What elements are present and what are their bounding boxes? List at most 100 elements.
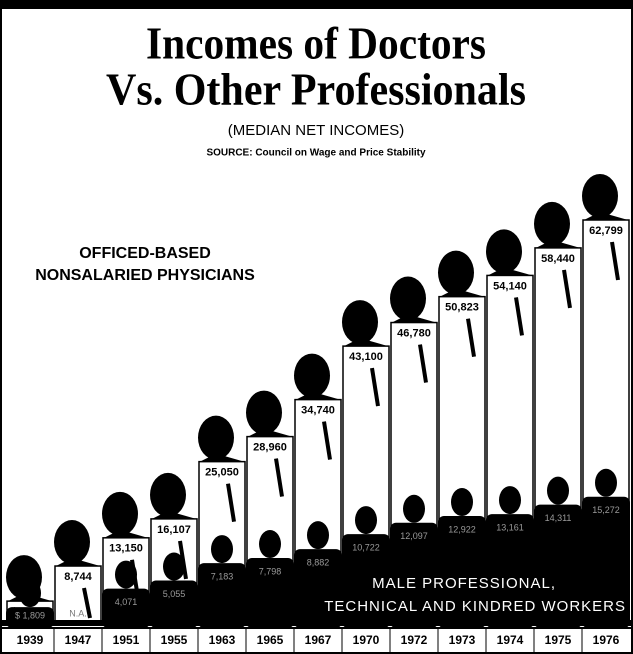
worker-head [595,468,617,497]
value-label: 62,799 [589,225,623,237]
doctor-head [102,491,138,536]
tie [82,587,92,619]
doctor-shoulder [440,288,484,297]
doctor-shoulder [104,529,148,538]
value-label: 14,311 [545,513,572,523]
subtitle: (MEDIAN NET INCOMES) [228,122,404,139]
worker-bar [150,580,198,628]
x-tick-label: 1972 [401,633,428,647]
worker-bar [198,563,246,628]
worker-bar [390,522,438,628]
tie [226,483,236,522]
x-tick-label: 1976 [593,633,620,647]
doctor-shoulder [392,314,436,323]
doctor-head [294,353,330,398]
value-label: 25,050 [205,467,239,479]
doctor-shoulder [248,428,292,437]
worker-head [355,506,377,535]
doctor-shoulder [536,239,580,248]
worker-bar [342,534,390,628]
doctor-head [198,415,234,460]
x-tick-label: 1965 [257,633,284,647]
worker-head [451,488,473,517]
tie [274,458,284,497]
tie [610,241,620,281]
x-tick-label: 1967 [305,633,332,647]
value-label: 8,882 [307,558,330,568]
worker-head [163,552,185,581]
doctor-head [486,229,522,274]
doctor-shoulder [200,453,244,462]
doctor-shoulder [584,212,628,220]
value-label: 50,823 [445,302,479,314]
x-tick-label: 1970 [353,633,380,647]
value-label: 4,071 [115,597,138,607]
value-label: 12,097 [400,531,428,541]
x-tick-label: 1939 [17,633,44,647]
x-tick-label: 1951 [113,633,140,647]
doctor-shoulder [344,338,388,347]
worker-bar [534,504,582,628]
value-label: 8,744 [64,571,92,583]
doctor-head [582,174,618,218]
worker-bar [582,496,630,628]
tie [322,421,332,460]
source: SOURCE: Council on Wage and Price Stabil… [206,148,426,159]
worker-head [19,579,41,608]
doctor-shoulder [152,510,196,519]
series-label: MALE PROFESSIONAL, [372,575,556,592]
x-tick-label: 1947 [65,633,92,647]
doctor-shoulder [296,391,340,400]
value-label: 43,100 [349,351,383,363]
worker-bar [486,514,534,628]
worker-head [499,486,521,515]
bar [54,565,102,623]
x-tick-label: 1975 [545,633,572,647]
worker-bar [102,588,150,628]
chart-title: Incomes of Doctors [146,18,486,69]
value-label: 16,107 [157,524,191,536]
x-tick-label: 1963 [209,633,236,647]
value-label: N.A. [69,608,87,618]
tie [514,297,524,336]
value-label: 12,922 [448,524,476,534]
value-label: 15,272 [592,505,620,515]
value-label: 7,798 [259,566,282,576]
value-label: 13,161 [496,522,524,532]
x-tick-label: 1973 [449,633,476,647]
doctor-head [54,520,90,565]
tie [562,269,572,309]
worker-head [115,560,137,589]
series-label: OFFICED-BASED [79,245,211,262]
value-label: 58,440 [541,253,575,265]
value-label: 7,183 [211,571,234,581]
value-label: 13,150 [109,543,143,555]
worker-bar [246,558,294,628]
doctor-head [438,250,474,295]
doctor-shoulder [56,558,100,567]
worker-head [547,476,569,505]
worker-head [403,494,425,523]
value-label: 10,722 [352,542,380,552]
value-label: 28,960 [253,442,287,454]
value-label: 5,055 [163,589,186,599]
value-label: 54,140 [493,280,527,292]
value-label: 46,780 [397,327,431,339]
doctor-head [246,390,282,435]
series-label: NONSALARIED PHYSICIANS [35,267,255,284]
top-band [0,0,633,9]
ground [2,620,631,626]
worker-bar [294,549,342,628]
value-label: $ 1,809 [15,610,45,620]
tie [466,318,476,357]
x-tick-label: 1955 [161,633,188,647]
x-tick-label: 1974 [497,633,524,647]
doctor-head [390,276,426,321]
tie [370,367,380,407]
worker-bar [438,516,486,628]
worker-head [307,521,329,550]
chart-title: Vs. Other Professionals [106,64,526,115]
worker-head [259,530,281,559]
